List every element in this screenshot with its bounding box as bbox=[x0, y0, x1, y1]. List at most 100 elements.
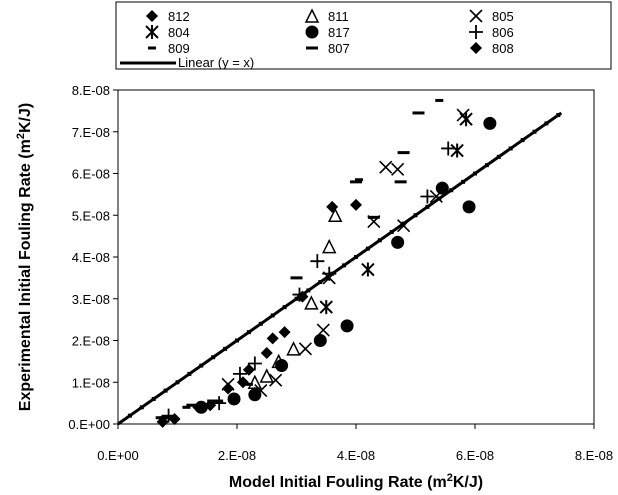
legend-item-reference-line: Linear (y = x) bbox=[120, 55, 254, 70]
reference-line-marker bbox=[461, 179, 466, 184]
reference-line-marker bbox=[342, 263, 347, 268]
data-point-806 bbox=[441, 141, 456, 156]
legend-marker-804 bbox=[145, 25, 159, 39]
data-point-812 bbox=[350, 198, 362, 211]
reference-line-marker bbox=[306, 288, 311, 293]
reference-line-marker bbox=[556, 113, 561, 118]
data-point-805 bbox=[221, 377, 235, 391]
y-axis-title-superscript: 2 bbox=[15, 133, 27, 139]
legend-item-806: 806 bbox=[469, 25, 514, 40]
reference-line-marker bbox=[496, 154, 501, 159]
data-point-808 bbox=[296, 290, 309, 303]
legend-box bbox=[115, 1, 612, 70]
data-point-809 bbox=[182, 405, 191, 409]
data-point-807 bbox=[412, 111, 425, 115]
data-point-805 bbox=[316, 323, 330, 337]
reference-line-marker bbox=[532, 129, 537, 134]
reference-line-marker bbox=[449, 188, 454, 193]
reference-line-marker bbox=[258, 321, 263, 326]
legend-marker-817 bbox=[305, 25, 319, 39]
y-tick-label: 8.E-08 bbox=[72, 83, 110, 98]
data-point-808 bbox=[192, 401, 205, 414]
y-tick-label: 1.E-08 bbox=[72, 375, 110, 390]
data-point-807 bbox=[367, 215, 380, 219]
data-point-817 bbox=[313, 334, 327, 347]
data-point-807 bbox=[290, 276, 303, 280]
x-tick-label: 0.E+00 bbox=[97, 448, 139, 463]
data-point-809 bbox=[354, 178, 363, 182]
reference-line-marker bbox=[401, 221, 406, 226]
data-point-817 bbox=[227, 392, 241, 406]
data-point-805 bbox=[391, 162, 405, 176]
data-point-807 bbox=[207, 399, 220, 403]
legend-label: 811 bbox=[328, 9, 349, 24]
x-tick-label: 4.E-08 bbox=[337, 448, 375, 463]
reference-line-marker bbox=[520, 138, 525, 143]
reference-line-marker bbox=[318, 280, 323, 285]
data-point-807 bbox=[186, 403, 199, 407]
reference-line-marker bbox=[425, 204, 430, 209]
x-tick-label: 6.E-08 bbox=[456, 448, 494, 463]
reference-line-marker bbox=[508, 146, 513, 151]
reference-line-marker bbox=[127, 413, 132, 418]
reference-line-marker bbox=[354, 255, 358, 259]
y-tick-label: 5.E-08 bbox=[72, 208, 110, 223]
data-point-808 bbox=[266, 332, 279, 345]
reference-line-marker bbox=[270, 313, 275, 318]
data-point-817 bbox=[462, 200, 476, 214]
reference-line-marker bbox=[473, 171, 477, 176]
legend-marker-811 bbox=[304, 8, 320, 23]
reference-line-marker bbox=[294, 296, 299, 301]
y-axis-title-main: Experimental Initial Fouling Rate (m bbox=[17, 139, 34, 411]
reference-line-marker bbox=[365, 246, 370, 251]
legend-marker-805 bbox=[469, 9, 483, 23]
x-tick-label: 8.E-08 bbox=[575, 448, 613, 463]
data-point-807 bbox=[397, 151, 410, 155]
data-point-817 bbox=[275, 359, 289, 373]
x-axis-title-end: K/J) bbox=[453, 474, 483, 491]
data-point-806 bbox=[420, 189, 435, 204]
reference-line-marker bbox=[377, 238, 382, 243]
data-point-809 bbox=[435, 98, 444, 102]
data-point-806 bbox=[322, 266, 337, 281]
legend-item-812: 812 bbox=[146, 9, 190, 24]
y-tick-label: 3.E-08 bbox=[72, 292, 110, 307]
legend-marker-806 bbox=[469, 25, 483, 39]
reference-line-marker bbox=[163, 388, 168, 393]
reference-line-marker bbox=[199, 363, 204, 368]
x-axis-title-superscript: 2 bbox=[447, 472, 453, 484]
data-point-811 bbox=[322, 238, 337, 254]
legend-label: Linear (y = x) bbox=[178, 55, 254, 70]
legend: 812 811 805 804 817 806 809 807 808 Linear (y = x… bbox=[115, 1, 612, 70]
data-point-805 bbox=[397, 219, 411, 233]
y-tick-label: 7.E-08 bbox=[72, 125, 110, 140]
legend-marker-809 bbox=[148, 46, 156, 50]
legend-item-811: 811 bbox=[304, 8, 349, 24]
legend-items: 812 811 805 804 817 806 809 807 808 Linear (y = x… bbox=[120, 8, 514, 70]
data-point-811 bbox=[259, 368, 274, 383]
reference-line-marker bbox=[151, 396, 156, 401]
data-point-817 bbox=[483, 116, 497, 130]
reference-line-marker bbox=[246, 330, 251, 335]
data-point-817 bbox=[340, 319, 354, 333]
legend-label: 817 bbox=[328, 25, 350, 40]
y-tick-label: 4.E-08 bbox=[72, 250, 110, 265]
legend-marker-807 bbox=[306, 46, 318, 50]
x-axis-title: Model Initial Fouling Rate (m2K/J) bbox=[229, 472, 483, 491]
y-tick-label: 6.E-08 bbox=[72, 167, 110, 182]
data-point-812 bbox=[222, 382, 235, 395]
legend-label: 806 bbox=[492, 25, 514, 40]
data-point-805 bbox=[379, 160, 393, 174]
series-804 bbox=[319, 112, 473, 315]
x-axis-title-main: Model Initial Fouling Rate (m bbox=[229, 474, 447, 491]
legend-label: 808 bbox=[492, 41, 514, 56]
y-tick-label: 2.E-08 bbox=[72, 334, 110, 349]
data-point-812 bbox=[242, 363, 255, 376]
series-817 bbox=[194, 116, 497, 414]
data-point-804 bbox=[361, 262, 375, 277]
data-point-804 bbox=[450, 143, 464, 158]
legend-item-808: 808 bbox=[470, 41, 514, 56]
legend-item-805: 805 bbox=[469, 9, 514, 24]
reference-line-marker bbox=[413, 213, 418, 218]
legend-item-804: 804 bbox=[145, 25, 190, 40]
